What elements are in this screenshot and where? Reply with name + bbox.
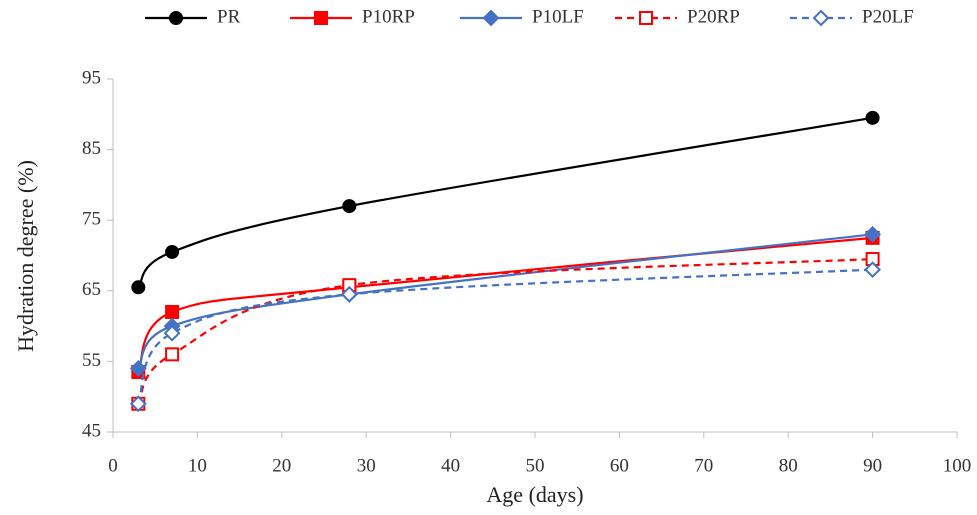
x-tick-label: 10 bbox=[188, 455, 207, 476]
x-tick-label: 0 bbox=[108, 455, 118, 476]
legend-item: PR bbox=[145, 6, 241, 27]
x-tick-label: 40 bbox=[441, 455, 460, 476]
data-point bbox=[340, 285, 358, 303]
legend-item: P10RP bbox=[290, 6, 415, 27]
legend-marker bbox=[639, 11, 653, 25]
y-tick-label: 95 bbox=[82, 67, 101, 88]
y-tick-label: 55 bbox=[82, 350, 101, 371]
legend-marker bbox=[812, 9, 830, 27]
x-tick-label: 80 bbox=[779, 455, 798, 476]
x-tick-label: 70 bbox=[694, 455, 713, 476]
data-point bbox=[129, 360, 147, 377]
series-line bbox=[137, 116, 873, 289]
y-tick-label: 45 bbox=[82, 420, 101, 441]
x-tick-label: 30 bbox=[357, 455, 376, 476]
legend-marker bbox=[169, 11, 183, 25]
x-tick-label: 100 bbox=[943, 455, 972, 476]
legend-item: P20LF bbox=[790, 6, 914, 27]
data-point bbox=[342, 199, 357, 214]
y-axis-title: Hydration degree (%) bbox=[13, 160, 38, 352]
series-line bbox=[137, 236, 873, 373]
legend-label: P10LF bbox=[532, 6, 584, 27]
series-line bbox=[137, 233, 873, 370]
data-point bbox=[865, 110, 880, 125]
y-tick-label: 65 bbox=[82, 279, 101, 300]
legend-label: PR bbox=[217, 6, 241, 27]
legend-marker bbox=[314, 11, 328, 25]
series bbox=[131, 110, 880, 295]
legend-label: P20LF bbox=[862, 6, 914, 27]
series bbox=[131, 230, 880, 379]
legend-label: P10RP bbox=[362, 6, 415, 27]
data-point bbox=[163, 324, 181, 342]
x-tick-label: 90 bbox=[863, 455, 882, 476]
legend-item: P20RP bbox=[615, 6, 740, 27]
data-point bbox=[165, 244, 180, 259]
legend-label: P20RP bbox=[687, 6, 740, 27]
legend-marker bbox=[482, 9, 500, 27]
x-tick-label: 20 bbox=[272, 455, 291, 476]
y-tick-label: 75 bbox=[82, 209, 101, 230]
x-axis-title: Age (days) bbox=[486, 482, 583, 507]
x-tick-label: 50 bbox=[526, 455, 545, 476]
data-point bbox=[864, 225, 882, 243]
series-line bbox=[137, 257, 873, 405]
data-point bbox=[131, 280, 146, 295]
y-tick-label: 85 bbox=[82, 138, 101, 159]
data-point bbox=[165, 347, 180, 362]
x-tick-label: 60 bbox=[610, 455, 629, 476]
legend-item: P10LF bbox=[460, 6, 584, 27]
data-point bbox=[864, 261, 882, 279]
series-line bbox=[137, 268, 873, 405]
data-point bbox=[129, 395, 147, 413]
series bbox=[129, 261, 882, 413]
data-point bbox=[165, 304, 180, 319]
series bbox=[129, 225, 882, 377]
